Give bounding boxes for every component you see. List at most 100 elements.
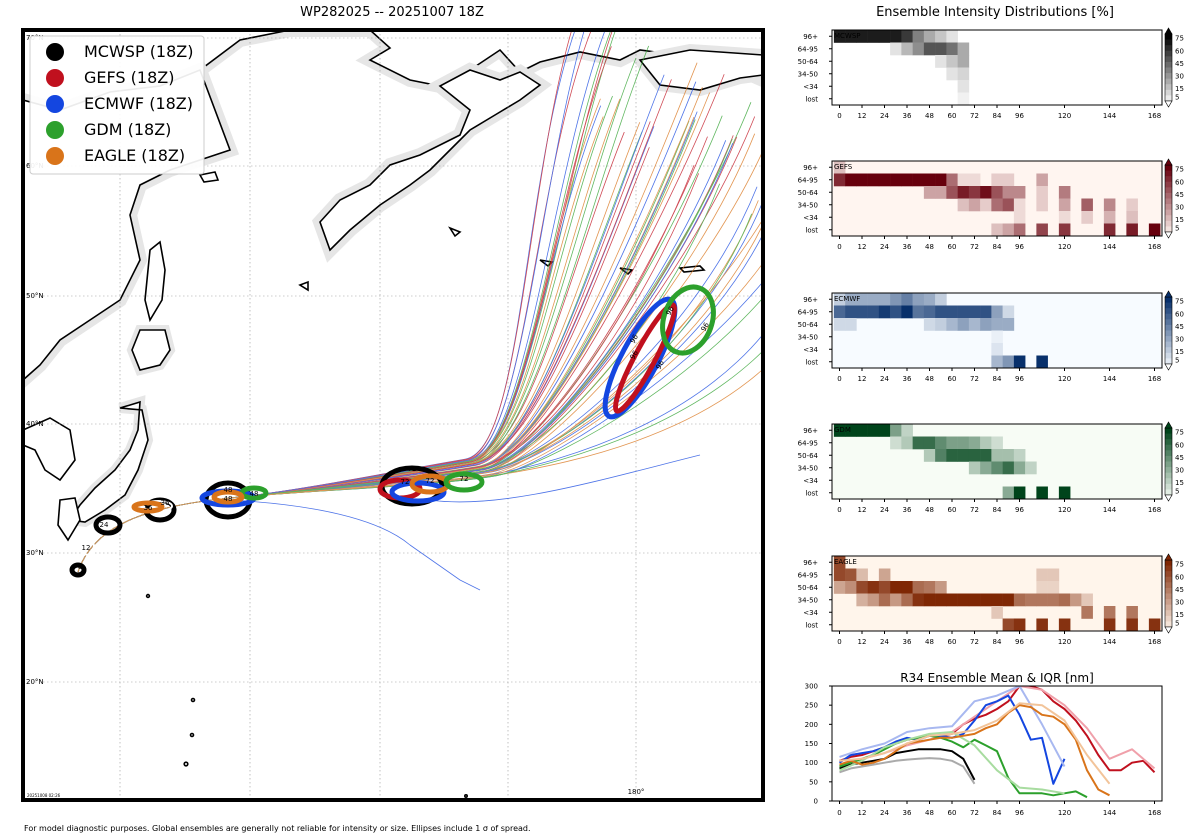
colorbar-arrow (1164, 100, 1173, 108)
colorbar-label: 60 (1175, 310, 1184, 318)
colorbar-step (1165, 319, 1172, 326)
heatmap-cell (1002, 486, 1015, 500)
main-title: WP282025 -- 20251007 18Z (300, 5, 484, 20)
colorbar-step (1165, 478, 1172, 485)
heatmap-cell (991, 318, 1003, 331)
colorbar-step (1165, 176, 1172, 183)
heatmap-cell (968, 305, 981, 319)
heatmap-cell (1036, 486, 1048, 500)
heatmap-cell (991, 305, 1003, 319)
heatmap-cell (833, 318, 846, 331)
r34-line-mcwsp-mean (839, 748, 976, 781)
heatmap-cell (867, 424, 880, 437)
heatmap-x-label: 48 (925, 375, 934, 383)
heatmap-cell (946, 436, 958, 450)
heatmap-cell (968, 436, 981, 450)
colorbar-step (1165, 181, 1172, 188)
colorbar-step (1165, 187, 1172, 194)
colorbar-step (1165, 89, 1172, 96)
heatmap-cell (878, 173, 891, 187)
heatmap-y-label: 96+ (803, 164, 818, 172)
heatmap-cell (1126, 198, 1138, 212)
heatmap-x-label: 48 (925, 638, 934, 646)
heatmap-cell (980, 593, 992, 607)
track-map: 0 12 24 36 36 48 48 48 72 72 72 72 96 96… (21, 28, 765, 802)
r34-line-ecmwf-mean (838, 694, 1066, 785)
colorbar-label: 30 (1175, 335, 1184, 343)
heatmap-cell (957, 173, 970, 187)
heatmap-x-label: 48 (925, 112, 934, 120)
colorbar-label: 15 (1175, 348, 1184, 356)
heatmap-y-label: lost (805, 95, 818, 103)
heatmap-x-label: 144 (1103, 506, 1117, 514)
heatmap-name: GEFS (834, 163, 853, 171)
heatmap-cell (991, 343, 1003, 356)
heatmap-x-label: 60 (948, 243, 957, 251)
svg-text:72: 72 (408, 465, 417, 473)
heatmap-y-label: 50-64 (798, 321, 819, 329)
colorbar-step (1165, 352, 1172, 359)
r34-x-label: 120 (1058, 809, 1071, 817)
heatmap-cell (901, 42, 913, 56)
heatmap-cell (1058, 186, 1071, 199)
r34-y-label: 150 (805, 740, 818, 748)
heatmap-x-label: 24 (880, 243, 889, 251)
colorbar-step (1165, 489, 1172, 496)
colorbar-step (1165, 565, 1172, 572)
heatmap-cell (878, 593, 891, 607)
r34-y-label: 50 (809, 778, 818, 786)
heatmap-cell (1070, 593, 1082, 607)
heatmap-cell (946, 30, 958, 43)
legend-swatch (46, 147, 64, 165)
colorbar-label: 30 (1175, 466, 1184, 474)
heatmap-x-label: 72 (970, 243, 979, 251)
heatmap-cell (856, 293, 868, 306)
colorbar-label: 60 (1175, 441, 1184, 449)
heatmap-cell (1103, 618, 1116, 632)
r34-line-eagle-mean (839, 704, 1110, 797)
heatmap-cell (968, 186, 981, 199)
heatmap-cell (946, 186, 958, 199)
heatmap-cell (923, 173, 936, 187)
heatmap-cell (845, 581, 857, 594)
heatmap-eagle: EAGLE 96+ 64-95 50-64 34-50 <34 lost 0 12 24 36 48 6… (798, 553, 1184, 646)
heatmap-cell (980, 318, 992, 331)
heatmap-cell (1047, 568, 1060, 582)
heatmap-cell (991, 330, 1003, 344)
heatmap-cell (1148, 618, 1161, 632)
heatmap-cell (1058, 223, 1071, 237)
heatmap-cell (912, 593, 925, 607)
heatmap-cell (923, 305, 936, 319)
colorbar-label: 75 (1175, 561, 1184, 569)
svg-text:48: 48 (250, 490, 259, 498)
heatmap-cell (901, 436, 913, 450)
heatmap-cell (1103, 211, 1116, 224)
ellipses (69, 284, 716, 578)
heatmap-cell (1058, 593, 1071, 607)
heatmap-cell (1081, 606, 1093, 619)
colorbar-label: 15 (1175, 216, 1184, 224)
colorbar-step (1165, 226, 1172, 233)
lat-label: 20°N (26, 678, 44, 686)
r34-line-gefs-mean (839, 686, 1156, 773)
heatmap-cell (867, 593, 880, 607)
heatmap-x-label: 120 (1058, 506, 1071, 514)
heatmap-cell (845, 293, 857, 306)
heatmap-x-label: 144 (1103, 638, 1117, 646)
heatmap-cell (935, 55, 947, 68)
heatmap-cell (890, 173, 902, 187)
heatmap-cell (1058, 486, 1071, 500)
heatmap-cell (833, 293, 846, 306)
heatmap-cell (912, 436, 925, 450)
heatmap-cell (946, 55, 958, 68)
heatmap-cell (1036, 581, 1048, 594)
heatmap-cell (946, 173, 958, 187)
colorbar-label: 15 (1175, 611, 1184, 619)
heatmap-cell (856, 305, 868, 319)
heatmap-cell (1013, 593, 1026, 607)
heatmap-x-label: 120 (1058, 243, 1071, 251)
heatmap-y-label: lost (805, 489, 818, 497)
heatmap-cell (1058, 211, 1071, 224)
heatmap-name: ECMWF (834, 295, 860, 303)
legend-swatch (46, 95, 64, 113)
